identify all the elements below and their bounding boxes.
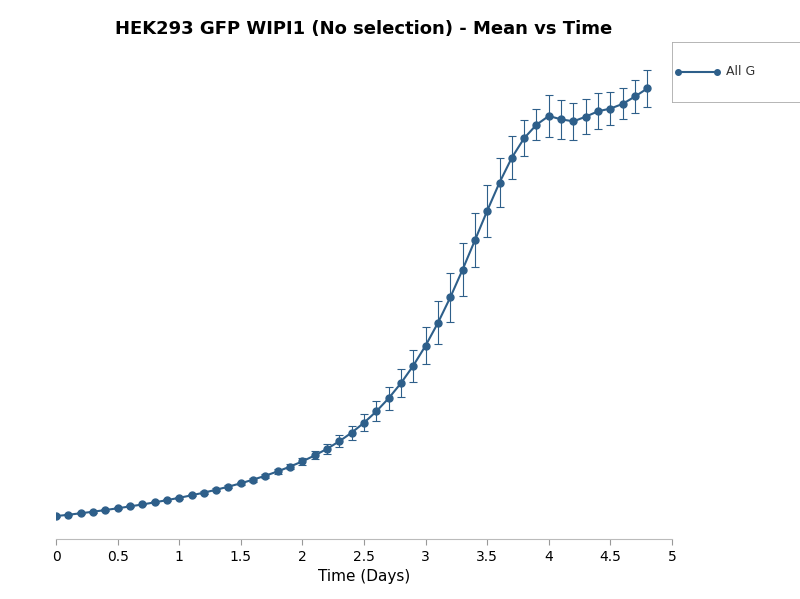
X-axis label: Time (Days): Time (Days) (318, 569, 410, 584)
Title: HEK293 GFP WIPI1 (No selection) - Mean vs Time: HEK293 GFP WIPI1 (No selection) - Mean v… (115, 20, 613, 38)
Text: All G: All G (726, 65, 755, 78)
